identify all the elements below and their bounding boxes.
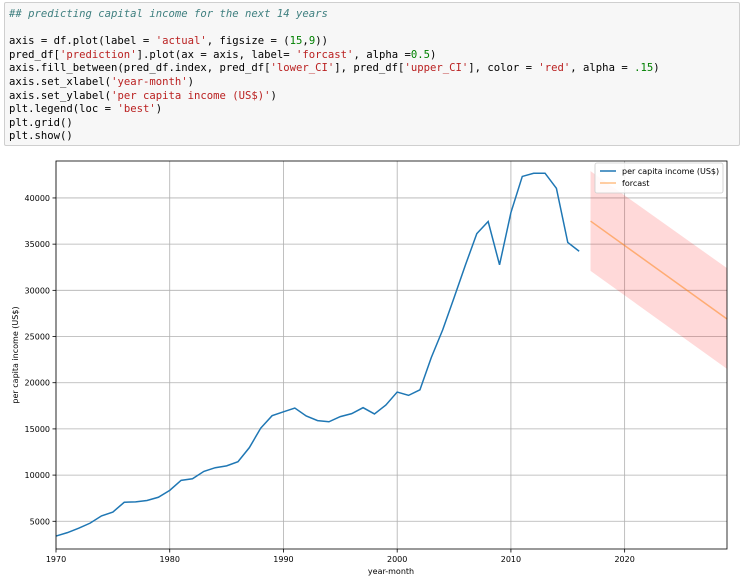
code-token: ## predicting capital income for the nex… — [9, 8, 328, 20]
x-axis-ticks: 1970 1980 1990 2000 2010 2020 — [46, 549, 635, 564]
plot-output: 1970 1980 1990 2000 2010 2020 5000 10000 15000 2… — [0, 150, 742, 581]
code-token: ) — [155, 103, 163, 116]
x-axis-label: year-month — [368, 567, 414, 576]
legend-box — [594, 162, 724, 194]
legend-label-forecast: forcast — [622, 179, 649, 188]
code-token: ].plot(ax = axis, label= — [136, 48, 297, 61]
code-token: axis.set_xlabel( — [9, 75, 112, 88]
code-token: pred_df[ — [9, 48, 61, 61]
code-token: ], pred_df[ — [334, 62, 405, 75]
forecast-series-line — [590, 220, 728, 320]
code-line: plt.legend(loc = 'best') — [9, 103, 660, 117]
code-editor[interactable]: ## predicting capital income for the nex… — [9, 8, 660, 144]
code-token: ], color = — [468, 62, 539, 75]
line-chart: 1970 1980 1990 2000 2010 2020 5000 10000 15000 2… — [11, 160, 728, 576]
code-token: ) — [270, 89, 277, 102]
actual-series-line — [55, 172, 580, 537]
code-token: , figsize = ( — [206, 35, 290, 48]
y-tick-label: 5000 — [30, 517, 50, 526]
code-token: 'forcast' — [296, 48, 354, 61]
code-line — [9, 22, 660, 36]
plot-frame — [55, 160, 728, 550]
code-token: ) — [653, 62, 660, 75]
code-token: 'actual' — [155, 35, 207, 48]
code-token: , — [302, 35, 309, 48]
y-tick-label: 25000 — [25, 333, 50, 342]
plot-background — [56, 161, 727, 549]
y-axis-label: per capita income (US$) — [11, 306, 20, 403]
code-token: plt.grid() — [9, 116, 73, 129]
code-token: axis.set_ylabel( — [9, 89, 112, 102]
code-token: plt.legend(loc = — [9, 103, 118, 116]
code-line: plt.show() — [9, 130, 660, 144]
grid-lines — [55, 161, 727, 549]
x-tick-label: 2020 — [614, 555, 634, 564]
code-token: 0.5 — [410, 48, 430, 61]
code-token: 'prediction' — [60, 48, 137, 61]
x-tick-label: 1970 — [46, 555, 66, 564]
y-tick-label: 10000 — [25, 471, 50, 480]
y-tick-label: 15000 — [25, 425, 50, 434]
code-token: axis = df.plot(label = — [9, 35, 156, 48]
code-token: 'year-month' — [111, 75, 188, 88]
code-line: plt.grid() — [9, 117, 660, 131]
code-line: axis.fill_between(pred_df.index, pred_df… — [9, 62, 660, 76]
x-tick-label: 2010 — [501, 555, 521, 564]
code-token: )) — [315, 35, 328, 48]
y-axis-ticks: 5000 10000 15000 20000 25000 30000 35000 40000 — [25, 194, 56, 526]
code-token: , alpha = — [353, 48, 411, 61]
code-token: 'per capita income (US$)' — [111, 89, 271, 102]
code-token: ) — [187, 75, 194, 88]
code-line: pred_df['prediction'].plot(ax = axis, la… — [9, 49, 660, 63]
y-tick-label: 30000 — [25, 286, 50, 295]
y-tick-label: 35000 — [25, 240, 50, 249]
code-token: 15 — [289, 35, 303, 48]
code-line: axis.set_xlabel('year-month') — [9, 76, 660, 90]
legend: per capita income (US$) forcast — [594, 162, 724, 194]
y-tick-label: 20000 — [25, 379, 50, 388]
y-tick-label: 40000 — [25, 194, 50, 203]
code-token: 9 — [308, 35, 316, 48]
code-token: , alpha = — [570, 62, 635, 75]
code-token: 'best' — [117, 103, 156, 116]
x-tick-label: 1990 — [273, 555, 293, 564]
x-tick-label: 2000 — [387, 555, 407, 564]
code-token: .15 — [634, 62, 654, 75]
code-token: axis.fill_between(pred_df.index, pred_df… — [9, 62, 271, 75]
code-line: ## predicting capital income for the nex… — [9, 8, 660, 22]
x-tick-label: 1980 — [160, 555, 180, 564]
code-token: 'upper_CI' — [404, 62, 469, 75]
code-token: plt.show() — [9, 130, 73, 143]
code-cell-input[interactable]: ## predicting capital income for the nex… — [4, 2, 740, 146]
code-line: axis.set_ylabel('per capita income (US$)… — [9, 90, 660, 104]
legend-label-actual: per capita income (US$) — [622, 167, 719, 176]
code-line: axis = df.plot(label = 'actual', figsize… — [9, 35, 660, 49]
code-token: 'lower_CI' — [270, 62, 335, 75]
code-token: ) — [429, 48, 437, 61]
code-token: 'red' — [538, 62, 571, 75]
